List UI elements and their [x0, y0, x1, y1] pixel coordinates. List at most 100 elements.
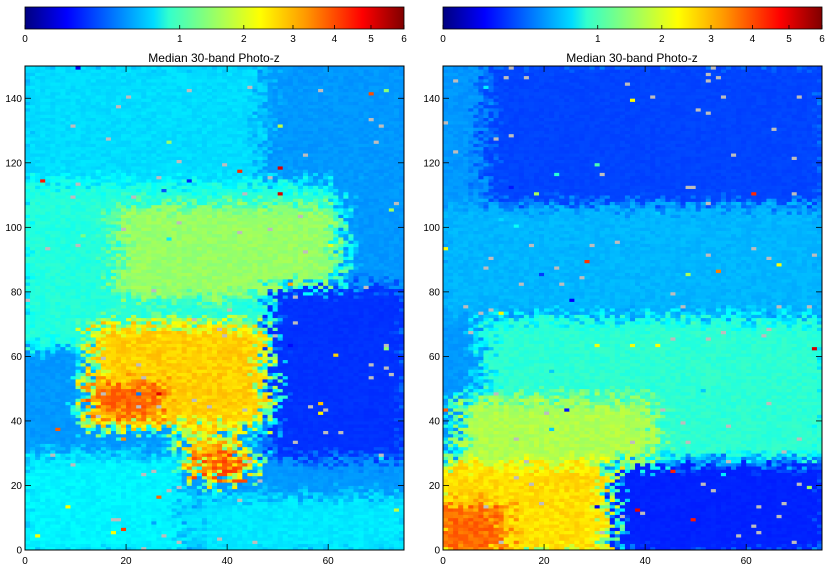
left-heatmap-cell	[207, 440, 212, 444]
left-heatmap-cell	[369, 411, 374, 415]
left-heatmap-cell	[177, 350, 182, 354]
left-heatmap-cell	[323, 421, 328, 425]
left-heatmap-cell	[141, 485, 146, 489]
left-heatmap-cell	[101, 392, 106, 396]
left-heatmap-cell	[278, 340, 283, 344]
left-heatmap-cell	[227, 515, 232, 519]
left-heatmap-cell	[217, 424, 222, 428]
left-heatmap-cell	[116, 382, 121, 386]
left-heatmap-cell	[318, 460, 323, 464]
left-heatmap-cell	[136, 476, 141, 480]
left-heatmap-cell	[353, 440, 358, 444]
left-heatmap-cell	[197, 505, 202, 509]
left-heatmap-cell	[374, 527, 379, 531]
left-heatmap-cell	[237, 392, 242, 396]
left-heatmap-cell	[207, 347, 212, 351]
left-heatmap-cell	[111, 527, 116, 531]
left-heatmap-cell	[45, 353, 50, 357]
left-heatmap-cell	[333, 485, 338, 489]
left-heatmap-cell	[126, 405, 131, 409]
left-heatmap-cell	[252, 466, 257, 470]
left-heatmap-cell	[81, 447, 86, 451]
left-heatmap-cell	[379, 473, 384, 477]
left-heatmap-cell	[384, 408, 389, 412]
left-heatmap-cell	[232, 524, 237, 528]
left-heatmap-cell	[81, 405, 86, 409]
left-heatmap-cell	[131, 492, 136, 496]
left-heatmap-cell	[374, 518, 379, 522]
left-heatmap-cell	[126, 453, 131, 457]
left-heatmap-cell	[369, 508, 374, 512]
left-heatmap-cell	[308, 373, 313, 377]
left-heatmap-cell	[121, 518, 126, 522]
left-heatmap-cell	[91, 356, 96, 360]
left-heatmap-cell	[237, 379, 242, 383]
left-heatmap-cell	[379, 444, 384, 448]
left-heatmap-cell	[237, 492, 242, 496]
left-heatmap-cell	[182, 418, 187, 422]
left-heatmap-cell	[166, 505, 171, 509]
left-heatmap-cell	[141, 405, 146, 409]
left-heatmap-cell	[65, 424, 70, 428]
left-heatmap-cell	[81, 479, 86, 483]
left-heatmap-cell	[227, 434, 232, 438]
left-heatmap-cell	[156, 373, 161, 377]
left-heatmap-cell	[45, 363, 50, 367]
left-heatmap-cell	[192, 434, 197, 438]
left-heatmap-cell	[217, 444, 222, 448]
left-heatmap-cell	[217, 466, 222, 470]
left-heatmap-cell	[364, 369, 369, 373]
left-heatmap-cell	[333, 537, 338, 541]
left-heatmap-cell	[25, 518, 30, 522]
left-heatmap-cell	[227, 537, 232, 541]
left-heatmap-cell	[70, 360, 75, 364]
left-heatmap-cell	[364, 360, 369, 364]
left-heatmap-cell	[278, 515, 283, 519]
left-heatmap-cell	[151, 453, 156, 457]
left-heatmap-cell	[86, 373, 91, 377]
left-heatmap-cell	[146, 373, 151, 377]
left-heatmap-cell	[318, 482, 323, 486]
left-heatmap-cell	[384, 398, 389, 402]
left-heatmap-cell	[50, 479, 55, 483]
left-heatmap-cell	[288, 544, 293, 548]
left-heatmap-cell	[151, 447, 156, 451]
left-heatmap-cell	[81, 395, 86, 399]
left-heatmap-cell	[25, 463, 30, 467]
left-heatmap-cell	[252, 469, 257, 473]
left-heatmap-cell	[273, 392, 278, 396]
left-heatmap-cell	[197, 537, 202, 541]
left-heatmap-cell	[298, 502, 303, 506]
left-heatmap-cell	[217, 411, 222, 415]
left-heatmap-cell	[283, 392, 288, 396]
left-heatmap-cell	[323, 366, 328, 370]
left-heatmap-cell	[252, 395, 257, 399]
left-heatmap-cell	[86, 521, 91, 525]
left-heatmap-cell	[247, 524, 252, 528]
left-heatmap-cell	[293, 508, 298, 512]
left-heatmap-cell	[45, 466, 50, 470]
left-heatmap-cell	[182, 495, 187, 499]
left-heatmap-cell	[192, 466, 197, 470]
left-heatmap-cell	[111, 440, 116, 444]
left-heatmap-cell	[207, 498, 212, 502]
left-heatmap-cell	[50, 392, 55, 396]
left-heatmap-cell	[222, 476, 227, 480]
left-heatmap-cell	[146, 405, 151, 409]
left-heatmap-cell	[293, 360, 298, 364]
left-colorbar	[25, 7, 404, 29]
left-heatmap-cell	[60, 515, 65, 519]
left-heatmap-cell	[353, 534, 358, 538]
left-heatmap-cell	[343, 440, 348, 444]
left-heatmap-cell	[131, 502, 136, 506]
left-heatmap-cell	[227, 479, 232, 483]
left-heatmap-cell	[252, 489, 257, 493]
left-heatmap-cell	[182, 485, 187, 489]
left-heatmap-cell	[141, 411, 146, 415]
left-heatmap-cell	[288, 369, 293, 373]
left-heatmap-cell	[333, 505, 338, 509]
left-heatmap-cell	[76, 395, 81, 399]
left-heatmap-cell	[30, 389, 35, 393]
left-heatmap-cell	[308, 511, 313, 515]
left-heatmap-cell	[106, 366, 111, 370]
